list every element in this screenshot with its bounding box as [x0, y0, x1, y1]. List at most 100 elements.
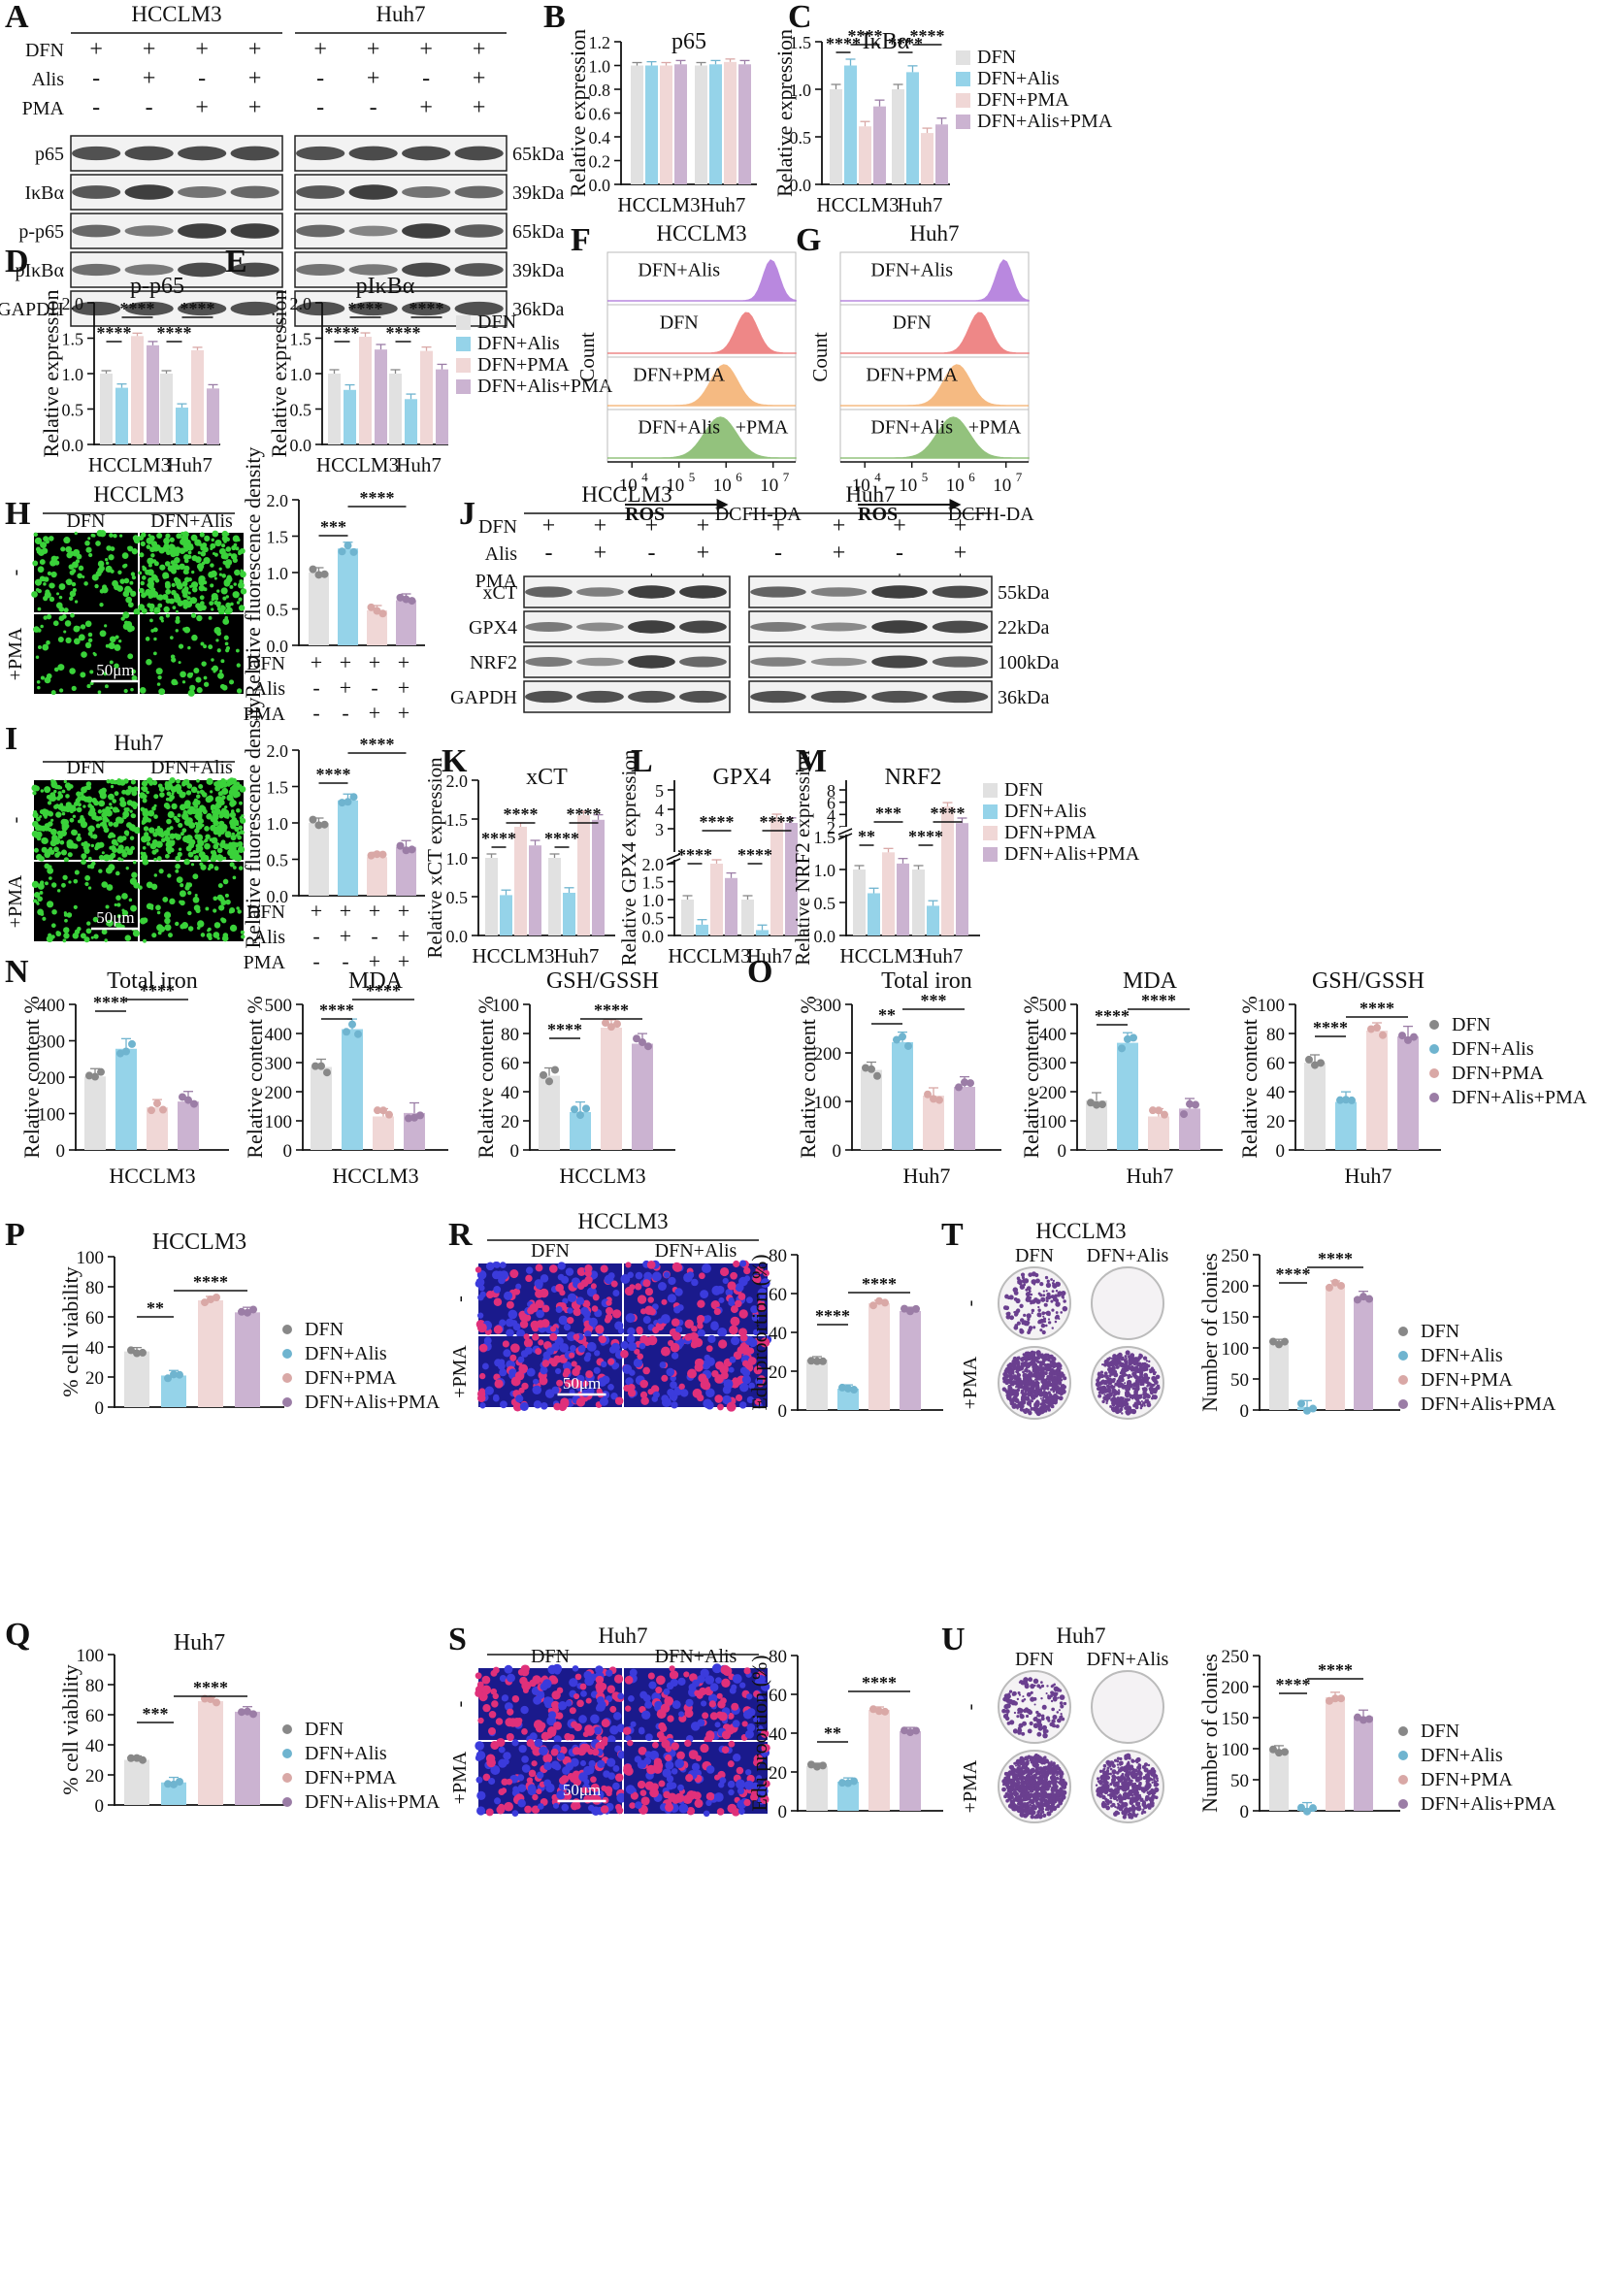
cell-dot [207, 795, 214, 803]
cell-dot [165, 837, 170, 842]
nucleus-dot [506, 1300, 514, 1309]
cell-dot [66, 912, 73, 918]
cell-dot [90, 843, 95, 848]
nucleus-dot [572, 1367, 580, 1377]
blot-band [72, 263, 121, 277]
cell-dot [181, 812, 189, 820]
cell-dot [123, 577, 130, 584]
protein-label: pIκBα [15, 260, 64, 281]
bar [570, 1112, 591, 1150]
cell-dot [131, 548, 138, 555]
nucleus-dot [758, 1305, 766, 1313]
column-label: DFN+Alis [655, 1240, 737, 1262]
nucleus-dot [476, 1790, 486, 1801]
colony-dot [1027, 1331, 1030, 1334]
cell-dot [189, 823, 196, 829]
nucleus-dot [584, 1264, 593, 1273]
y-tick-label: 80 [769, 1647, 787, 1667]
nucleus-dot [702, 1263, 711, 1274]
nucleus-dot [601, 1361, 607, 1368]
nucleus-dot [733, 1260, 740, 1268]
nucleus-dot [590, 1783, 600, 1792]
kda-label: 39kDa [512, 260, 564, 281]
cell-dot [221, 535, 229, 542]
nucleus-dot [760, 1337, 770, 1348]
data-point [844, 1384, 852, 1393]
cell-dot [171, 803, 178, 810]
nucleus-dot [665, 1760, 674, 1770]
nucleus-dot [581, 1743, 591, 1753]
legend-swatch [956, 93, 970, 108]
sign: + [697, 541, 710, 566]
cell-dot [122, 564, 127, 569]
colony-dot [1016, 1321, 1021, 1326]
colony-dot [1120, 1356, 1125, 1361]
nucleus-dot [691, 1278, 699, 1287]
blot-band [178, 223, 227, 239]
colony-dot [1134, 1405, 1139, 1410]
data-point [249, 1710, 257, 1719]
colony-dot [1101, 1399, 1105, 1404]
nucleus-dot [524, 1805, 533, 1814]
bar [344, 389, 356, 444]
cell-dot [144, 808, 148, 812]
nucleus-dot [511, 1739, 519, 1747]
sign: - [342, 949, 348, 973]
data-point [207, 1296, 214, 1304]
nucleus-dot [739, 1260, 747, 1267]
cell-dot [178, 822, 183, 829]
cell-dot [67, 852, 73, 858]
nucleus-dot [755, 1377, 764, 1386]
cell-dot [147, 563, 152, 568]
nucleus-dot [763, 1780, 770, 1788]
blot-band [525, 586, 573, 598]
nucleus-dot [639, 1379, 649, 1389]
data-point [323, 1068, 331, 1077]
row-label: +PMA [960, 1356, 981, 1409]
nucleus-dot [543, 1761, 552, 1771]
nucleus-dot [674, 1288, 683, 1296]
bar [396, 600, 416, 645]
cell-dot [104, 938, 109, 942]
nucleus-dot [660, 1346, 671, 1357]
cell-dot [236, 906, 240, 910]
data-point [338, 799, 346, 807]
y-tick-label: 1.0 [790, 81, 812, 100]
data-point [396, 593, 405, 602]
histogram [840, 416, 1030, 459]
chart-title: p65 [671, 29, 706, 54]
nucleus-dot [553, 1721, 562, 1730]
cell-dot [94, 816, 101, 822]
nucleus-dot [642, 1366, 650, 1375]
significance-label: **** [93, 993, 128, 1012]
cell-dot [63, 630, 67, 634]
cell-dot [132, 802, 139, 807]
kda-label: 22kDa [998, 617, 1049, 639]
cell-dot [166, 818, 172, 825]
nucleus-dot [728, 1740, 736, 1748]
cell-dot [62, 874, 68, 880]
colony-dot [1035, 1710, 1039, 1715]
y-axis-label: Relative content % [19, 996, 44, 1158]
ros-label: ROS [625, 504, 665, 525]
cell-dot [142, 565, 146, 569]
data-point [405, 1114, 412, 1123]
blot-band [628, 585, 675, 599]
blot-band [348, 184, 398, 200]
y-tick-label: 0.8 [589, 81, 611, 100]
data-point [91, 1072, 99, 1081]
nucleus-dot [518, 1363, 529, 1374]
nucleus-dot [573, 1333, 580, 1341]
colony-dot [1035, 1385, 1039, 1389]
cell-dot [141, 781, 146, 786]
cell-dot [139, 917, 147, 925]
nucleus-dot [678, 1383, 685, 1391]
cell-dot [87, 803, 93, 808]
y-tick-label: 0 [95, 1398, 105, 1419]
nucleus-dot [664, 1696, 674, 1706]
cell-dot [169, 898, 176, 905]
cell-dot [238, 597, 243, 602]
cell-dot [102, 816, 109, 823]
cell-dot [147, 582, 154, 590]
cell-dot [171, 582, 176, 588]
